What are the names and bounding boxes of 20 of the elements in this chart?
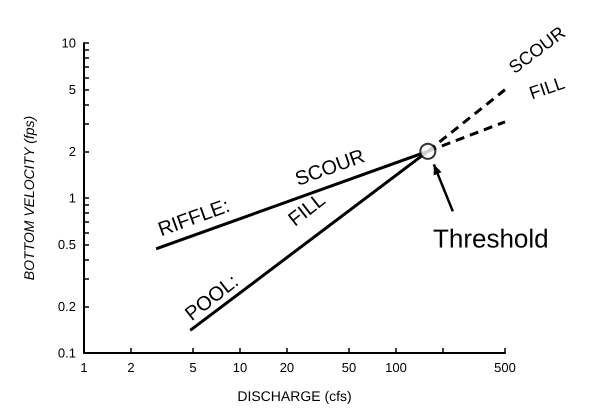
y-tick-label: 10 xyxy=(62,36,76,50)
x-tick-label: 5 xyxy=(189,360,197,375)
x-tick-label: 100 xyxy=(385,360,407,375)
y-tick-label: 2 xyxy=(68,144,76,159)
y-tick-label: 0.5 xyxy=(58,237,76,252)
annotation: FILL xyxy=(284,189,330,231)
y-tick-label: 0.2 xyxy=(58,298,76,314)
x-tick-label: 10 xyxy=(232,360,248,375)
x-axis-title: DISCHARGE (cfs) xyxy=(237,388,352,404)
text: FILL xyxy=(526,72,568,104)
annotation: Threshold xyxy=(433,223,549,254)
x-tick-label: 1 xyxy=(80,360,88,375)
y-axis-title: BOTTOM VELOCITY (fps) xyxy=(21,116,37,280)
x-tick-label: 20 xyxy=(280,360,294,375)
x-tick-label: 50 xyxy=(342,360,356,375)
y-tick-label: 5 xyxy=(68,82,76,98)
x-tick-label: 2 xyxy=(127,360,135,375)
y-tick-label: 1 xyxy=(68,190,76,206)
y-tick-label: 0.1 xyxy=(58,346,76,360)
x-tick-label: 500 xyxy=(494,360,516,375)
